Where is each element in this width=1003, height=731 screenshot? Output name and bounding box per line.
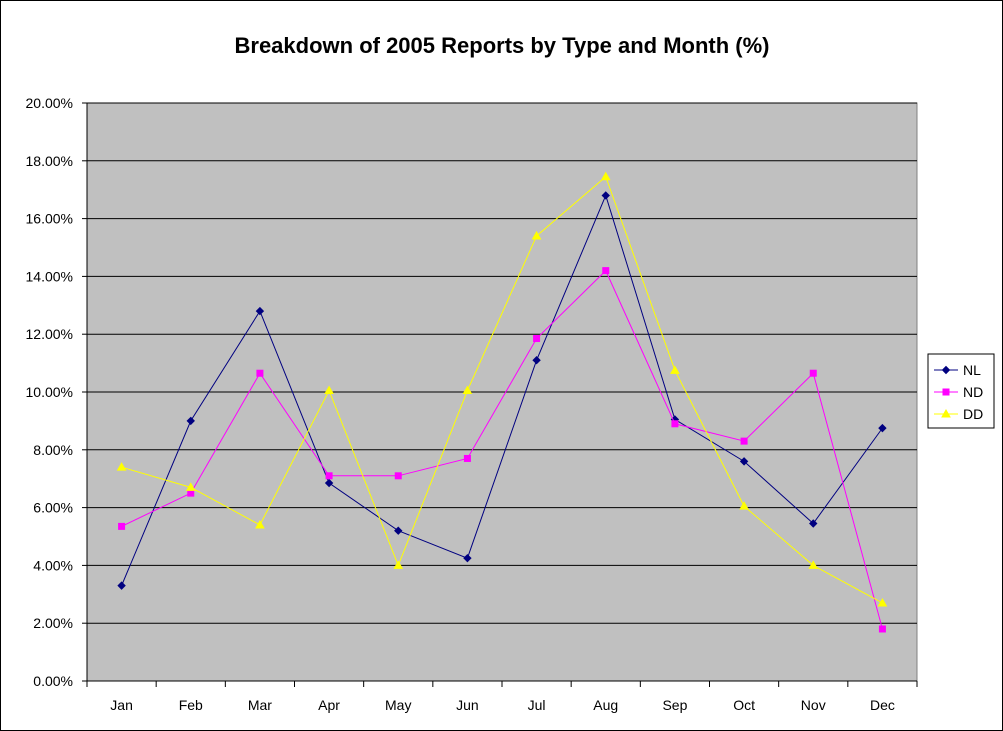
legend-box <box>927 353 995 429</box>
data-point-dd <box>185 482 196 491</box>
data-point-dd <box>116 462 127 471</box>
legend-label-dd: DD <box>963 406 983 422</box>
data-point-nd <box>394 472 402 480</box>
x-tick-label: Dec <box>870 697 895 713</box>
x-tick-label: Feb <box>179 697 203 713</box>
legend-marker-nd <box>942 388 950 396</box>
data-point-dd <box>393 560 404 569</box>
data-point-dd <box>808 560 819 569</box>
data-point-dd <box>462 385 473 395</box>
y-tick-label: 8.00% <box>33 442 73 458</box>
data-point-nl <box>117 581 126 590</box>
y-tick-label: 20.00% <box>26 95 73 111</box>
series-dd <box>116 171 888 607</box>
x-tick-label: Nov <box>801 697 826 713</box>
data-point-dd <box>255 519 265 529</box>
data-point-nd <box>602 267 610 275</box>
data-point-nl <box>878 423 887 433</box>
legend-label-nl: NL <box>963 362 981 378</box>
x-tick-label: May <box>385 697 411 713</box>
data-point-nd <box>671 420 679 428</box>
series-line-dd <box>121 175 883 604</box>
series-line-nd <box>121 269 883 630</box>
data-point-nl <box>532 356 541 365</box>
data-point-nd <box>809 369 817 377</box>
x-tick-label: Sep <box>662 697 687 713</box>
series-lines <box>116 171 888 633</box>
data-point-dd <box>739 501 749 510</box>
legend-item-nl: NL <box>934 362 981 378</box>
x-tick-label: Mar <box>248 697 272 713</box>
y-tick-label: 14.00% <box>26 268 73 284</box>
data-point-nl <box>809 519 818 528</box>
series-nd <box>118 267 886 633</box>
series-nl <box>117 191 887 590</box>
x-tick-label: Aug <box>593 697 618 713</box>
y-tick-label: 2.00% <box>33 615 73 631</box>
data-point-nl <box>394 526 403 535</box>
data-point-nl <box>463 553 472 563</box>
chart-title: Breakdown of 2005 Reports by Type and Mo… <box>235 33 770 58</box>
y-tick-label: 12.00% <box>26 326 73 342</box>
data-point-dd <box>877 597 888 607</box>
axes: 0.00% 2.00% 4.00% 6.00% 8.00% 10.00% 12.00% 14.… <box>26 95 918 713</box>
data-point-nd <box>187 489 195 497</box>
legend-marker-dd <box>941 408 951 418</box>
data-point-nd <box>533 335 541 343</box>
data-point-nl <box>255 306 265 316</box>
x-tick-label: Jul <box>528 697 546 713</box>
data-point-dd <box>324 385 334 395</box>
y-tick-label: 10.00% <box>26 384 73 400</box>
legend-item-dd: DD <box>934 406 983 422</box>
data-point-nd <box>325 472 333 480</box>
y-tick-label: 6.00% <box>33 500 73 516</box>
x-tick-label: Jun <box>456 697 479 713</box>
y-tick-label: 18.00% <box>26 153 73 169</box>
data-point-nd <box>878 625 886 633</box>
legend-marker-nl <box>941 365 951 375</box>
data-point-nl <box>739 457 749 466</box>
data-point-nd <box>256 369 264 377</box>
data-point-dd <box>531 230 542 240</box>
legend-label-nd: ND <box>963 384 983 400</box>
gridlines <box>87 102 917 624</box>
x-tick-label: Apr <box>318 697 340 713</box>
series-line-nl <box>121 194 883 586</box>
legend-item-nd: ND <box>934 384 983 400</box>
x-tick-label: Jan <box>110 697 133 713</box>
y-tick-label: 4.00% <box>33 557 73 573</box>
data-point-dd <box>600 171 611 181</box>
data-point-nl <box>324 478 334 488</box>
data-point-nd <box>463 454 471 462</box>
x-tick-label: Oct <box>733 697 755 713</box>
y-tick-label: 0.00% <box>33 673 73 689</box>
data-point-nd <box>118 522 126 530</box>
data-point-nd <box>740 437 748 445</box>
data-point-nl <box>186 416 195 426</box>
legend: NL ND DD <box>927 353 995 429</box>
data-point-dd <box>670 365 680 374</box>
y-tick-label: 16.00% <box>26 211 73 227</box>
data-point-nl <box>601 191 610 200</box>
